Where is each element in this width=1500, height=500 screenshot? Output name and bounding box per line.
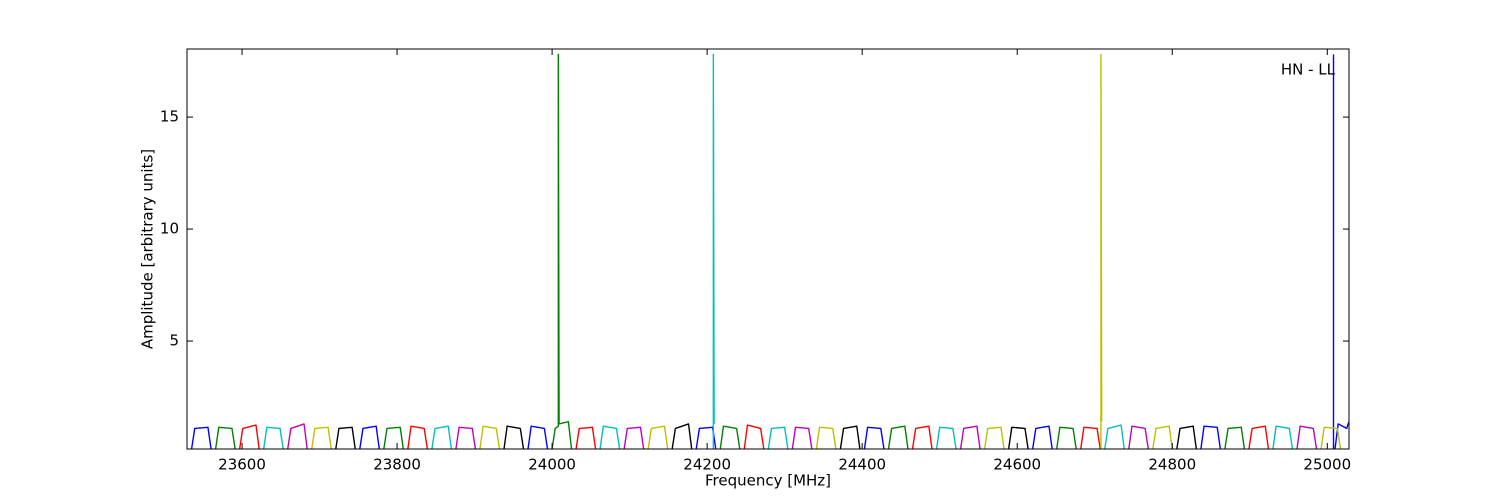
y-tick-label: 15: [160, 108, 179, 126]
series-line: [335, 423, 1197, 449]
series-line: [190, 54, 1349, 449]
x-tick-label: 24200: [683, 456, 731, 474]
x-tick-label: 24000: [528, 456, 576, 474]
series-line: [214, 53, 1246, 449]
x-tick-label: 24800: [1148, 456, 1196, 474]
annotation: HN - LL: [1281, 61, 1336, 79]
x-tick-label: 23800: [373, 456, 421, 474]
series-line: [311, 53, 1342, 449]
x-tick-label: 24600: [993, 456, 1041, 474]
y-axis-label: Amplitude [arbitrary units]: [139, 149, 157, 349]
y-tick-label: 5: [169, 332, 179, 350]
series-line: [287, 423, 1318, 449]
y-tick-label: 10: [160, 220, 179, 238]
x-tick-label: 23600: [218, 456, 266, 474]
x-tick-label: 24400: [838, 456, 886, 474]
x-tick-label: 25000: [1303, 456, 1351, 474]
series-line: [263, 53, 1294, 449]
x-axis-label: Frequency [MHz]: [705, 472, 831, 490]
series-line: [239, 424, 1270, 449]
plot-frame: [186, 48, 1350, 450]
plot-lines: [190, 53, 1349, 449]
